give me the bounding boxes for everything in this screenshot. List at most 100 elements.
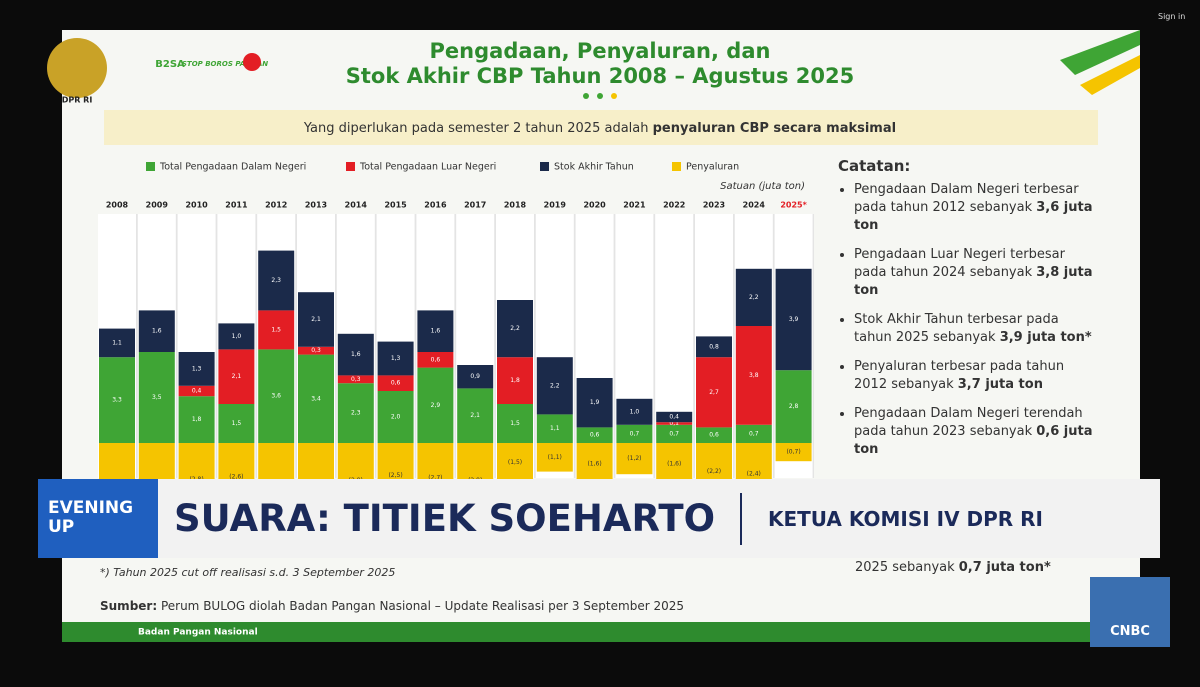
divider: [740, 493, 742, 545]
value-label: (2,6): [229, 473, 243, 480]
bar-segment: [218, 323, 255, 350]
value-label: 1,6: [431, 328, 441, 335]
logo-text: B2SA: [155, 59, 185, 70]
bar-segment: [178, 385, 215, 397]
value-label: 1,5: [271, 326, 281, 333]
bar-segment: [656, 424, 693, 443]
deco: [1060, 30, 1140, 75]
bar-segment: [337, 333, 374, 376]
program-box: EVENING UP: [38, 479, 158, 558]
bar-segment: [735, 268, 772, 326]
bar-segment: [377, 391, 414, 443]
value-label: 0,6: [391, 380, 401, 387]
value-label: 0,4: [192, 388, 202, 395]
value-label: 0,6: [590, 432, 600, 439]
value-label: 3,8: [749, 372, 759, 379]
value-label: 2,0: [391, 414, 401, 421]
value-label: 2,1: [470, 412, 480, 419]
plot-bg: [98, 214, 814, 478]
note-bold: 3,9 juta ton*: [999, 330, 1092, 345]
bar-segment: [457, 388, 494, 443]
value-label: 0,3: [311, 347, 321, 354]
value-label: 2,8: [789, 403, 799, 410]
value-label: 0,7: [749, 430, 759, 437]
value-label: 2,2: [510, 325, 520, 332]
value-label: 1,3: [192, 365, 202, 372]
logo-text: STOP BOROS PANGAN: [182, 60, 268, 68]
bar-segment: [536, 443, 573, 472]
bar-segment: [298, 292, 334, 347]
x-tick-label: 2024: [743, 201, 766, 210]
bar-segment: [138, 352, 175, 443]
title: Stok Akhir CBP Tahun 2008 – Agustus 2025: [346, 64, 855, 88]
value-label: 0,6: [709, 432, 719, 439]
note: Pengadaan Dalam Negeri terendah pada tah…: [854, 405, 1100, 459]
bar-segment: [497, 357, 533, 404]
value-label: 3,4: [311, 395, 321, 402]
value-label: 2,3: [351, 410, 361, 417]
value-label: (2,2): [707, 468, 721, 475]
value-label: (2,7): [428, 475, 442, 482]
value-label: 1,8: [510, 377, 520, 384]
banner-text: Yang diperlukan pada semester 2 tahun 20…: [303, 121, 896, 136]
note-bold: 0,6 juta ton: [854, 424, 1093, 457]
x-tick-label: 2013: [305, 201, 327, 210]
value-label: 2,9: [431, 402, 441, 409]
value-label: 0,7: [669, 430, 679, 437]
value-label: 1,1: [550, 425, 560, 432]
value-label: 1,6: [152, 328, 162, 335]
value-label: 3,5: [152, 394, 162, 401]
x-tick-label: 2016: [424, 201, 447, 210]
x-tick-label: 2008: [106, 201, 129, 210]
legend-label: Penyaluran: [686, 162, 739, 173]
sign-in[interactable]: Sign in: [1158, 12, 1186, 21]
note-bold: 3,6 juta ton: [854, 200, 1093, 233]
source: Sumber: Perum BULOG diolah Badan Pangan …: [100, 599, 684, 613]
note: Pengadaan Dalam Negeri terbesar pada tah…: [854, 181, 1100, 235]
value-label: (1,6): [587, 460, 601, 467]
note-text: Pengadaan Dalam Negeri terendah pada tah…: [854, 406, 1083, 439]
footer-bar: [62, 622, 1140, 642]
banner: [104, 110, 1098, 145]
bar-segment: [337, 383, 374, 443]
value-label: (1,5): [508, 459, 522, 466]
note: Pengadaan Luar Negeri terbesar pada tahu…: [854, 246, 1100, 300]
value-label: 0,8: [709, 343, 719, 350]
x-tick-label: 2009: [146, 201, 169, 210]
value-label: 1,5: [510, 420, 520, 427]
note-bold: 3,7 juta ton: [957, 377, 1043, 392]
bar-segment: [178, 352, 215, 386]
value-label: (0,7): [786, 449, 800, 456]
title: Pengadaan, Penyaluran, dan: [430, 39, 771, 63]
role: KETUA KOMISI IV DPR RI: [768, 507, 1043, 531]
value-label: 1,1: [112, 339, 122, 346]
value-label: (1,1): [548, 454, 562, 461]
bar-segment: [298, 354, 334, 443]
x-tick-label: 2021: [623, 201, 646, 210]
note-bold: 0,7 juta ton*: [958, 560, 1051, 575]
value-label: 1,8: [192, 416, 202, 423]
note: Stok Akhir Tahun terbesar pada tahun 202…: [854, 311, 1100, 347]
bar-segment: [775, 370, 812, 443]
bar-segment: [576, 427, 613, 443]
bar-segment: [775, 268, 812, 371]
note-text: Pengadaan Dalam Negeri terbesar pada tah…: [854, 182, 1079, 215]
note: Penyaluran terbesar pada tahun 2012 seba…: [854, 358, 1100, 394]
bar-segment: [337, 375, 374, 384]
value-label: 1,9: [590, 399, 600, 406]
legend-label: Stok Akhir Tahun: [554, 162, 634, 173]
value-label: 1,5: [232, 420, 242, 427]
note-text: 2025 sebanyak: [855, 560, 959, 575]
note: 2025 sebanyak 0,7 juta ton*: [855, 560, 1051, 575]
legend-swatch: [540, 162, 549, 171]
footnote: *) Tahun 2025 cut off realisasi s.d. 3 S…: [100, 566, 395, 579]
value-label: 3,6: [271, 393, 281, 400]
notes-title: Catatan:: [838, 157, 911, 175]
x-tick-label: 2012: [265, 201, 287, 210]
value-label: 0,3: [351, 376, 361, 383]
bar-segment: [656, 443, 693, 485]
dpr-logo: [47, 38, 107, 98]
unit-label: Satuan (juta ton): [720, 181, 805, 192]
value-label: (1,6): [667, 460, 681, 467]
